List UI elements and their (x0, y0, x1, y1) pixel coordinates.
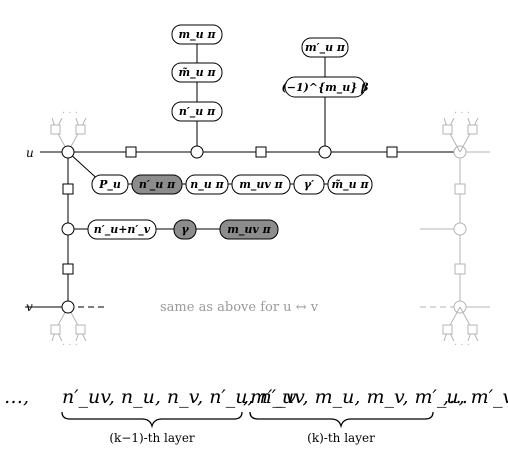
right-factor-square (454, 183, 466, 195)
factor-square (62, 263, 74, 275)
u-label: u (26, 146, 34, 160)
sequence-separator: , (243, 386, 249, 408)
variable-node (190, 145, 204, 159)
same-as-above-note: same as above for u ↔ v (160, 300, 319, 315)
main-wiring (25, 35, 460, 308)
v-label: v (26, 300, 33, 314)
factor-box-label: n′_u π (139, 178, 176, 192)
factor-box-label: (−1)^{m_u} β (282, 81, 370, 95)
layer-label-right: (k)-th layer (307, 431, 375, 445)
factor-box (231, 174, 291, 195)
factor-box (87, 219, 157, 240)
factor-box (293, 174, 325, 195)
chain-uv: n′_u+n′_v γ m_uv π (87, 219, 279, 240)
uv-variable-node (61, 222, 75, 236)
shaded-factor-box (131, 174, 183, 195)
shaded-factor-box (173, 219, 197, 240)
right-gray-structure (420, 145, 490, 314)
factor-box (91, 174, 129, 195)
u-variable-node (61, 145, 75, 159)
sequence-prefix: …, (4, 386, 29, 408)
factor-box-label: m̃_u π (178, 66, 216, 80)
top-column-1: m_u π m̃_u π n′_u π (171, 24, 223, 122)
factor-squares (62, 146, 398, 275)
factor-box-label: n′_u+n′_v (94, 223, 151, 237)
underbrace-left (61, 411, 243, 429)
underbrace-right (249, 411, 434, 429)
sequence-suffix: ,… (443, 386, 468, 408)
factor-box-label: m′_u π (305, 41, 346, 55)
factor-box (301, 37, 349, 58)
variable-nodes (61, 145, 332, 314)
layer-sequence: …, n′_uv, n_u, n_v, n′_u, n′_v , m′_uv, … (4, 386, 508, 445)
svg-text:· · ·: · · · (454, 108, 470, 119)
sequence-group-1: n′_uv, n_u, n_v, n′_u, n′_v (62, 386, 297, 408)
chain-u: P_u n′_u π n_u π m_uv π γ′ m̃_u π (91, 174, 373, 195)
factor-box-label: n′_u π (179, 105, 216, 119)
factor-box-label: γ (181, 223, 189, 236)
v-variable-node (61, 300, 75, 314)
factor-box-label: m̃_u π (331, 178, 369, 192)
factor-box (171, 101, 223, 122)
factor-box-label: P_u (98, 178, 121, 192)
svg-text:· · ·: · · · (62, 340, 78, 351)
right-middle-variable-node (453, 222, 467, 236)
layer-label-left: (k−1)-th layer (109, 431, 195, 445)
factor-box-label: γ′ (304, 178, 314, 191)
variable-node (318, 145, 332, 159)
svg-text:· · ·: · · · (454, 340, 470, 351)
factor-square (255, 146, 267, 158)
sequence-group-2: m′_uv, m_u, m_v, m′_u, m′_v (250, 386, 508, 408)
right-factor-square (454, 263, 466, 275)
factor-square (386, 146, 398, 158)
factor-box (327, 174, 373, 195)
factor-box (171, 62, 223, 83)
factor-square (62, 183, 74, 195)
factor-box-label: m_uv π (239, 178, 283, 192)
svg-text:· · ·: · · · (62, 108, 78, 119)
factor-box (284, 76, 366, 98)
factor-box-label: m_u π (178, 28, 216, 42)
factor-box (171, 24, 223, 45)
factor-box (185, 174, 229, 195)
factor-box-label: n_u π (190, 178, 224, 192)
top-column-2: m′_u π (−1)^{m_u} β (282, 37, 370, 98)
shaded-factor-box (219, 219, 279, 240)
factor-box-label: m_uv π (227, 223, 271, 237)
factor-square (125, 146, 137, 158)
